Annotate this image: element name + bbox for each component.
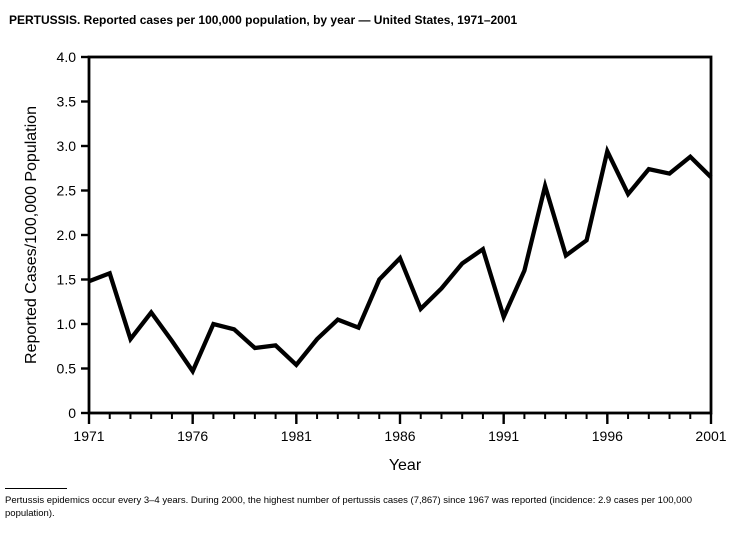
x-axis: 1971 1976 1981 1986 1991 1996 2001 — [73, 413, 727, 444]
y-tick-label: 2.0 — [57, 227, 77, 243]
x-tick-label: 2001 — [695, 428, 726, 444]
x-tick-label: 1971 — [73, 428, 104, 444]
y-axis: 0 0.5 1.0 1.5 2.0 2.5 3.0 3.5 4.0 — [57, 49, 89, 421]
y-tick-label: 2.5 — [57, 183, 77, 199]
y-tick-label: 1.5 — [57, 272, 77, 288]
footnote: Pertussis epidemics occur every 3–4 year… — [5, 494, 692, 520]
y-tick-label: 3.5 — [57, 94, 77, 110]
y-tick-label: 0 — [68, 405, 76, 421]
y-axis-title: Reported Cases/100,000 Population — [23, 106, 40, 364]
x-tick-label: 1991 — [488, 428, 519, 444]
footnote-line: population). — [5, 508, 55, 519]
chart-title: PERTUSSIS. Reported cases per 100,000 po… — [9, 13, 518, 27]
x-tick-label: 1976 — [177, 428, 208, 444]
footnote-separator — [5, 488, 67, 489]
x-axis-title: Year — [389, 457, 422, 474]
x-tick-label: 1981 — [281, 428, 312, 444]
y-tick-label: 4.0 — [57, 49, 77, 65]
x-tick-label: 1986 — [384, 428, 415, 444]
y-tick-label: 1.0 — [57, 316, 77, 332]
y-tick-label: 0.5 — [57, 361, 77, 377]
footnote-line: Pertussis epidemics occur every 3–4 year… — [5, 495, 693, 506]
pertussis-incidence-line — [88, 144, 713, 376]
y-tick-label: 3.0 — [57, 138, 77, 154]
x-tick-label: 1996 — [592, 428, 623, 444]
